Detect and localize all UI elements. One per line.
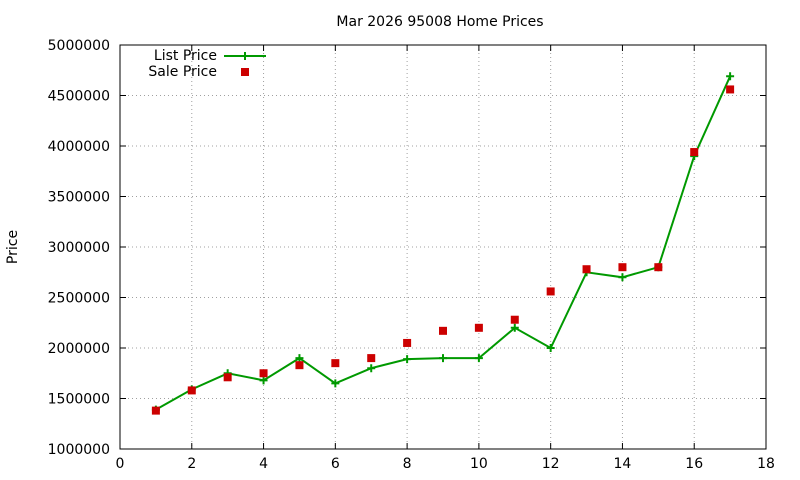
x-tick-label: 12 [542, 456, 560, 472]
point-list-price [259, 376, 268, 385]
point-sale-price [439, 326, 447, 335]
point-sale-price [546, 287, 555, 296]
x-tick-label: 0 [116, 456, 125, 472]
axis-ticks: 1000000 1500000 2000000 2500000 3000000 35000… [48, 38, 775, 472]
plot-area [151, 72, 735, 415]
point-sale-price [582, 265, 591, 274]
point-list-price [546, 344, 555, 352]
point-sale-price [331, 359, 340, 368]
point-list-price [510, 323, 519, 332]
legend-label-sale-price: Sale Price [148, 64, 217, 80]
x-tick-label: 14 [614, 456, 632, 472]
x-tick-label: 4 [259, 456, 268, 472]
point-sale-price [223, 373, 232, 382]
point-sale-price [690, 148, 699, 157]
grid [120, 45, 766, 449]
point-list-price [726, 72, 735, 81]
point-sale-price [510, 315, 519, 324]
point-list-price [331, 379, 340, 388]
legend-marker-sale-price [241, 68, 249, 76]
y-axis-label: Price [5, 230, 21, 264]
point-list-price [474, 354, 483, 363]
y-tick-label: 3000000 [48, 240, 110, 256]
point-sale-price [654, 263, 663, 272]
legend: List Price Sale Price [148, 48, 266, 80]
point-sale-price [295, 361, 304, 370]
point-list-price [439, 354, 447, 363]
legend-marker-list-price [241, 52, 249, 60]
x-tick-label: 6 [331, 456, 340, 472]
x-tick-label: 16 [685, 456, 703, 472]
point-sale-price [259, 369, 268, 378]
point-sale-price [403, 338, 412, 347]
point-sale-price [618, 263, 627, 272]
y-tick-label: 5000000 [48, 38, 110, 54]
y-tick-label: 2000000 [48, 341, 110, 357]
x-tick-label: 8 [403, 456, 412, 472]
point-list-price [403, 355, 412, 364]
point-list-price [367, 364, 376, 373]
x-tick-label: 18 [757, 456, 775, 472]
y-tick-label: 2500000 [48, 291, 110, 307]
y-tick-label: 4500000 [48, 89, 110, 105]
x-tick-label: 2 [187, 456, 196, 472]
point-sale-price [726, 85, 735, 94]
legend-label-list-price: List Price [154, 48, 217, 64]
point-sale-price [367, 354, 376, 363]
y-tick-label: 1500000 [48, 392, 110, 408]
y-tick-label: 4000000 [48, 139, 110, 155]
point-sale-price [474, 323, 483, 332]
point-sale-price [151, 406, 160, 415]
y-tick-label: 3500000 [48, 190, 110, 206]
chart-title: Mar 2026 95008 Home Prices [336, 14, 543, 30]
point-sale-price [187, 386, 196, 395]
y-tick-label: 1000000 [48, 442, 110, 458]
point-list-price [618, 273, 627, 282]
x-tick-label: 10 [470, 456, 488, 472]
point-list-price [295, 354, 304, 363]
